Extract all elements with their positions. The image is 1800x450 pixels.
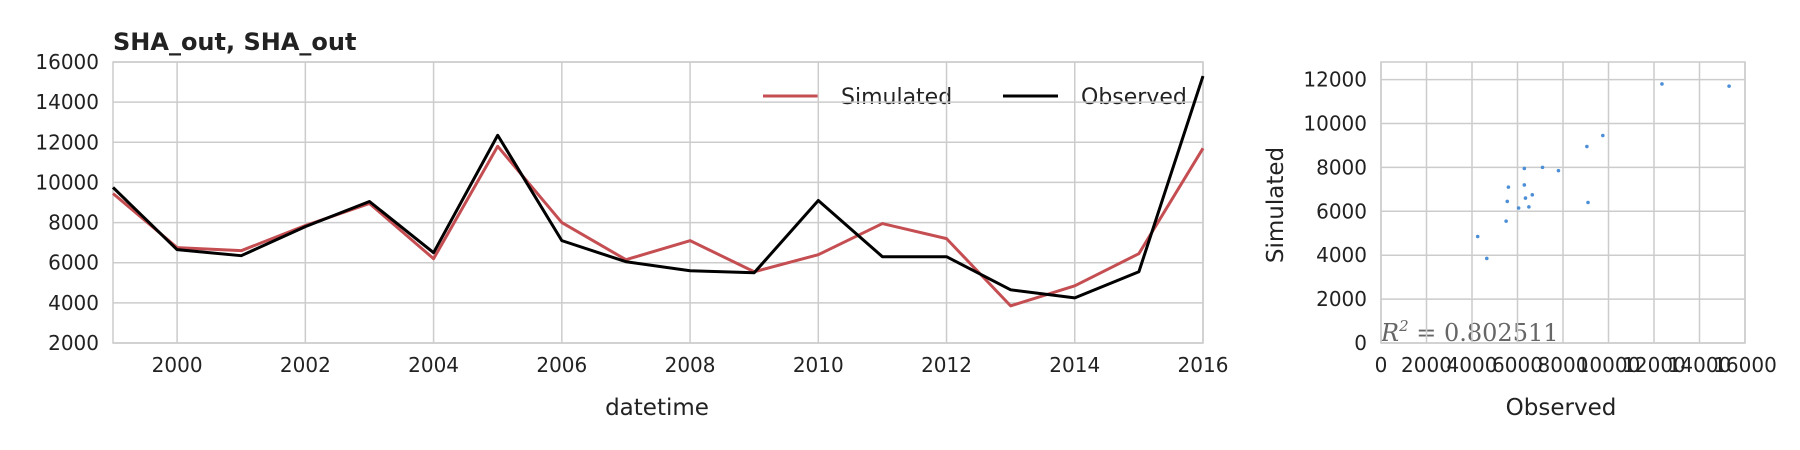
scatter-x-tick-label: 10000	[1577, 353, 1641, 377]
y-tick-label: 16000	[35, 50, 99, 74]
scatter-point	[1505, 199, 1510, 204]
x-tick-label: 2000	[152, 353, 203, 377]
scatter-point	[1504, 219, 1508, 223]
scatter-y-tick-label: 12000	[1303, 68, 1367, 92]
x-tick-label: 2010	[793, 353, 844, 377]
scatter-y-tick-label: 6000	[1316, 199, 1367, 223]
scatter-x-tick-label: 8000	[1538, 353, 1589, 377]
y-tick-label: 6000	[48, 251, 99, 275]
scatter-y-tick-label: 10000	[1303, 111, 1367, 135]
line-chart-grid	[113, 61, 1204, 344]
x-tick-label: 2006	[536, 353, 587, 377]
y-tick-label: 8000	[48, 211, 99, 235]
scatter-point	[1475, 234, 1480, 239]
series-line-simulated	[112, 144, 1205, 308]
scatter-x-tick-label: 2000	[1401, 353, 1452, 377]
line-chart-x-axis-label: datetime	[605, 395, 709, 421]
scatter-x-tick-label: 6000	[1492, 353, 1543, 377]
y-tick-label: 12000	[35, 130, 99, 154]
scatter-point	[1601, 133, 1605, 138]
scatter-y-tick-label: 4000	[1316, 243, 1367, 267]
series-line-observed	[111, 75, 1205, 300]
scatter-x-tick-label: 4000	[1447, 353, 1498, 377]
x-tick-label: 2004	[408, 353, 459, 377]
scatter-point	[1527, 205, 1531, 209]
scatter-point	[1530, 193, 1535, 197]
y-tick-label: 4000	[48, 291, 99, 315]
x-tick-label: 2012	[921, 353, 972, 377]
x-tick-label: 2002	[280, 353, 331, 377]
y-tick-label: 14000	[35, 90, 99, 114]
scatter-chart: Observed Simulated R2 = 0.802511 0200040…	[1263, 61, 1777, 421]
y-tick-label: 10000	[35, 170, 99, 194]
scatter-point	[1523, 196, 1528, 200]
scatter-x-axis-label: Observed	[1506, 395, 1617, 421]
scatter-point	[1484, 256, 1489, 261]
scatter-point	[1556, 168, 1561, 173]
scatter-x-tick-label: 0	[1375, 353, 1388, 377]
scatter-point	[1522, 183, 1527, 187]
x-tick-label: 2008	[665, 353, 716, 377]
scatter-point	[1586, 200, 1590, 205]
scatter-point	[1506, 185, 1511, 189]
legend: Simulated Observed	[763, 85, 1187, 110]
scatter-y-tick-label: 8000	[1316, 155, 1367, 179]
scatter-y-tick-label: 2000	[1316, 287, 1367, 311]
scatter-x-tick-label: 16000	[1713, 353, 1777, 377]
scatter-point	[1660, 82, 1664, 86]
scatter-point	[1516, 206, 1521, 210]
scatter-x-tick-label: 12000	[1622, 353, 1686, 377]
scatter-point	[1585, 144, 1589, 149]
y-tick-label: 2000	[48, 331, 99, 355]
x-tick-label: 2014	[1049, 353, 1100, 377]
scatter-point	[1727, 84, 1731, 88]
line-chart-plot-frame	[112, 61, 1204, 344]
x-tick-label: 2016	[1178, 353, 1229, 377]
scatter-point	[1522, 166, 1527, 171]
legend-label-observed: Observed	[1081, 85, 1187, 110]
scatter-y-axis-label: Simulated	[1263, 147, 1289, 263]
scatter-plot-frame	[1380, 61, 1746, 344]
scatter-point	[1540, 165, 1545, 170]
legend-label-simulated: Simulated	[841, 85, 952, 110]
scatter-x-tick-label: 14000	[1668, 353, 1732, 377]
line-chart: SHA_out, SHA_out datetime Simulated Obser…	[35, 28, 1228, 421]
scatter-grid	[1380, 62, 1746, 344]
scatter-y-tick-label: 0	[1354, 331, 1367, 355]
line-chart-title: SHA_out, SHA_out	[113, 28, 356, 56]
